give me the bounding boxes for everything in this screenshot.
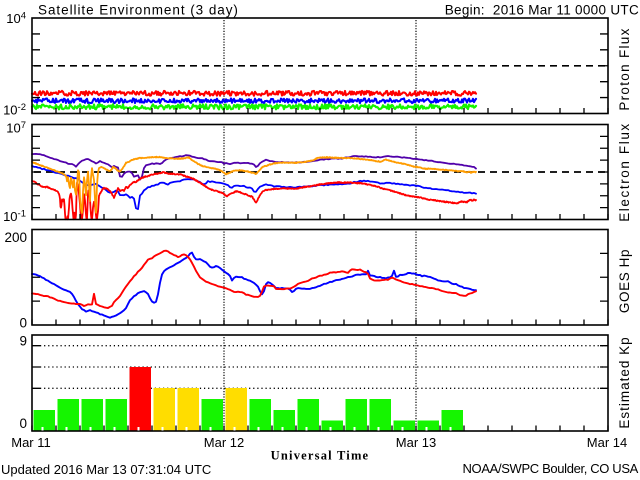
svg-text:Mar 13: Mar 13 bbox=[396, 435, 436, 450]
svg-text:NOAA/SWPC Boulder, CO USA: NOAA/SWPC Boulder, CO USA bbox=[463, 461, 639, 476]
svg-text:Electron Flux: Electron Flux bbox=[617, 122, 632, 222]
svg-text:Mar 14: Mar 14 bbox=[587, 435, 627, 450]
svg-text:Mar 11: Mar 11 bbox=[11, 435, 51, 450]
svg-text:Proton Flux: Proton Flux bbox=[617, 27, 632, 110]
svg-text:Universal Time: Universal Time bbox=[271, 449, 370, 463]
svg-text:GOES Hp: GOES Hp bbox=[617, 249, 632, 313]
svg-text:200: 200 bbox=[4, 230, 27, 245]
svg-text:9: 9 bbox=[19, 334, 27, 349]
svg-text:Updated 2016 Mar 13 07:31:04 U: Updated 2016 Mar 13 07:31:04 UTC bbox=[1, 462, 211, 477]
svg-text:Mar 12: Mar 12 bbox=[204, 435, 244, 450]
svg-text:Begin: 2016 Mar 11 0000 UTC: Begin: 2016 Mar 11 0000 UTC bbox=[445, 3, 639, 18]
svg-text:0: 0 bbox=[19, 416, 27, 431]
svg-text:Satellite Environment (3 day): Satellite Environment (3 day) bbox=[38, 3, 239, 18]
svg-text:0: 0 bbox=[19, 316, 27, 331]
svg-text:Estimated Kp: Estimated Kp bbox=[617, 336, 632, 428]
